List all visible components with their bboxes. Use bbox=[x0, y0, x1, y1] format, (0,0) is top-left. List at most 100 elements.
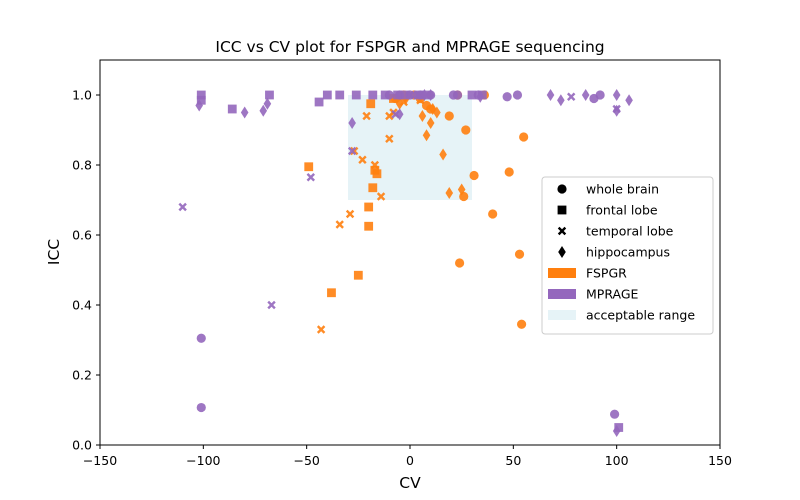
point-mprage-hippocampus bbox=[348, 117, 356, 129]
point-mprage-frontal-lobe bbox=[196, 90, 206, 100]
legend-label-MPRAGE: MPRAGE bbox=[586, 287, 639, 302]
point-mprage-hippocampus bbox=[612, 425, 621, 437]
point-mprage-whole-brain bbox=[610, 409, 620, 419]
legend-label-FSPGR: FSPGR bbox=[586, 266, 627, 281]
legend-swatch-MPRAGE bbox=[548, 289, 576, 299]
y-tick-label: 0.2 bbox=[72, 368, 92, 383]
point-fspgr-hippocampus bbox=[433, 106, 441, 119]
x-tick-label: 100 bbox=[605, 453, 629, 468]
legend-label-frontal-lobe: frontal lobe bbox=[586, 203, 658, 218]
legend-label-temporal-lobe: temporal lobe bbox=[586, 224, 674, 239]
point-mprage-frontal-lobe bbox=[368, 90, 378, 100]
point-mprage-temporal-lobe bbox=[567, 92, 576, 101]
point-fspgr-hippocampus bbox=[457, 183, 466, 196]
legend-box bbox=[541, 176, 714, 335]
point-fspgr-whole-brain bbox=[461, 125, 471, 135]
point-fspgr-hippocampus bbox=[439, 148, 447, 161]
acceptable-range-band bbox=[348, 95, 472, 200]
point-mprage-frontal-lobe bbox=[196, 95, 206, 105]
point-mprage-hippocampus bbox=[581, 89, 590, 101]
point-mprage-hippocampus bbox=[612, 104, 621, 117]
point-fspgr-frontal-lobe bbox=[372, 169, 382, 179]
point-mprage-hippocampus bbox=[625, 94, 633, 107]
point-fspgr-whole-brain bbox=[469, 170, 479, 181]
point-fspgr-frontal-lobe bbox=[304, 162, 314, 172]
point-fspgr-whole-brain bbox=[504, 167, 514, 177]
point-fspgr-temporal-lobe bbox=[345, 209, 355, 219]
point-fspgr-whole-brain bbox=[514, 249, 525, 259]
point-mprage-temporal-lobe bbox=[414, 90, 423, 100]
point-mprage-whole-brain bbox=[502, 92, 512, 102]
y-tick-label: 0.4 bbox=[72, 298, 92, 313]
point-mprage-frontal-lobe bbox=[322, 90, 332, 100]
point-mprage-frontal-lobe bbox=[265, 90, 274, 100]
legend-label-acceptable-range: acceptable range bbox=[586, 308, 695, 323]
point-fspgr-frontal-lobe bbox=[327, 288, 336, 298]
point-mprage-hippocampus bbox=[612, 89, 621, 101]
x-tick-label: 0 bbox=[406, 453, 414, 468]
point-mprage-hippocampus bbox=[426, 89, 435, 101]
point-fspgr-temporal-lobe bbox=[370, 160, 380, 170]
point-fspgr-frontal-lobe bbox=[353, 270, 363, 280]
point-mprage-whole-brain bbox=[452, 90, 463, 100]
point-mprage-hippocampus bbox=[546, 89, 555, 101]
y-tick-label: 0.0 bbox=[72, 438, 92, 453]
legend-swatch-acceptable-range bbox=[548, 310, 576, 320]
point-mprage-temporal-lobe bbox=[306, 173, 315, 182]
point-fspgr-temporal-lobe bbox=[362, 111, 371, 121]
point-mprage-frontal-lobe bbox=[393, 90, 402, 100]
point-fspgr-frontal-lobe bbox=[364, 221, 374, 231]
point-mprage-frontal-lobe bbox=[467, 90, 477, 100]
legend-label-hippocampus: hippocampus bbox=[586, 245, 670, 260]
point-fspgr-temporal-lobe bbox=[335, 220, 344, 229]
legend: whole brain frontal lobe temporal lobe hipp… bbox=[541, 176, 714, 335]
point-fspgr-whole-brain bbox=[519, 132, 529, 142]
point-fspgr-hippocampus bbox=[426, 117, 435, 129]
point-mprage-hippocampus bbox=[263, 97, 272, 110]
x-tick-label: −100 bbox=[186, 453, 220, 468]
point-mprage-hippocampus bbox=[195, 99, 203, 112]
point-fspgr-hippocampus bbox=[418, 110, 427, 122]
point-fspgr-temporal-lobe bbox=[358, 155, 367, 164]
x-tick-label: 150 bbox=[708, 453, 732, 468]
point-fspgr-temporal-lobe bbox=[316, 325, 326, 334]
legend-swatch-FSPGR bbox=[548, 268, 576, 278]
point-mprage-frontal-lobe bbox=[614, 423, 624, 432]
chart-title: ICC vs CV plot for FSPGR and MPRAGE sequ… bbox=[215, 38, 604, 56]
point-mprage-frontal-lobe bbox=[335, 90, 345, 100]
x-axis-label: CV bbox=[399, 474, 421, 492]
point-mprage-temporal-lobe bbox=[178, 202, 187, 212]
legend-label-whole-brain: whole brain bbox=[586, 182, 659, 197]
point-mprage-whole-brain bbox=[595, 90, 605, 100]
point-mprage-frontal-lobe bbox=[380, 90, 390, 100]
point-mprage-hippocampus bbox=[476, 90, 485, 103]
point-fspgr-hippocampus bbox=[445, 187, 454, 199]
point-mprage-temporal-lobe bbox=[267, 300, 276, 310]
point-fspgr-frontal-lobe bbox=[368, 183, 378, 193]
point-fspgr-whole-brain bbox=[455, 258, 465, 268]
point-mprage-hippocampus bbox=[240, 106, 249, 119]
point-fspgr-frontal-lobe bbox=[364, 202, 374, 212]
x-tick-label: −150 bbox=[83, 453, 117, 468]
point-fspgr-whole-brain bbox=[488, 209, 498, 219]
point-mprage-temporal-lobe bbox=[405, 90, 415, 100]
point-mprage-hippocampus bbox=[395, 108, 404, 121]
legend-marker-hippocampus bbox=[558, 246, 566, 258]
y-axis-label: ICC bbox=[45, 239, 63, 265]
legend-marker-temporal-lobe bbox=[557, 226, 567, 236]
point-mprage-frontal-lobe bbox=[227, 104, 237, 114]
y-tick-label: 0.6 bbox=[72, 228, 92, 243]
point-fspgr-temporal-lobe bbox=[376, 192, 386, 201]
y-tick-label: 1.0 bbox=[72, 88, 92, 103]
point-fspgr-whole-brain bbox=[444, 111, 454, 121]
point-mprage-whole-brain bbox=[512, 90, 523, 100]
point-fspgr-frontal-lobe bbox=[366, 99, 376, 109]
y-tick-label: 0.8 bbox=[72, 158, 92, 173]
point-mprage-hippocampus bbox=[557, 94, 565, 107]
legend-marker-whole-brain bbox=[557, 184, 567, 194]
legend-marker-frontal-lobe bbox=[557, 205, 567, 215]
point-mprage-frontal-lobe bbox=[401, 90, 411, 100]
point-mprage-hippocampus bbox=[259, 104, 268, 117]
point-fspgr-temporal-lobe bbox=[385, 134, 394, 143]
